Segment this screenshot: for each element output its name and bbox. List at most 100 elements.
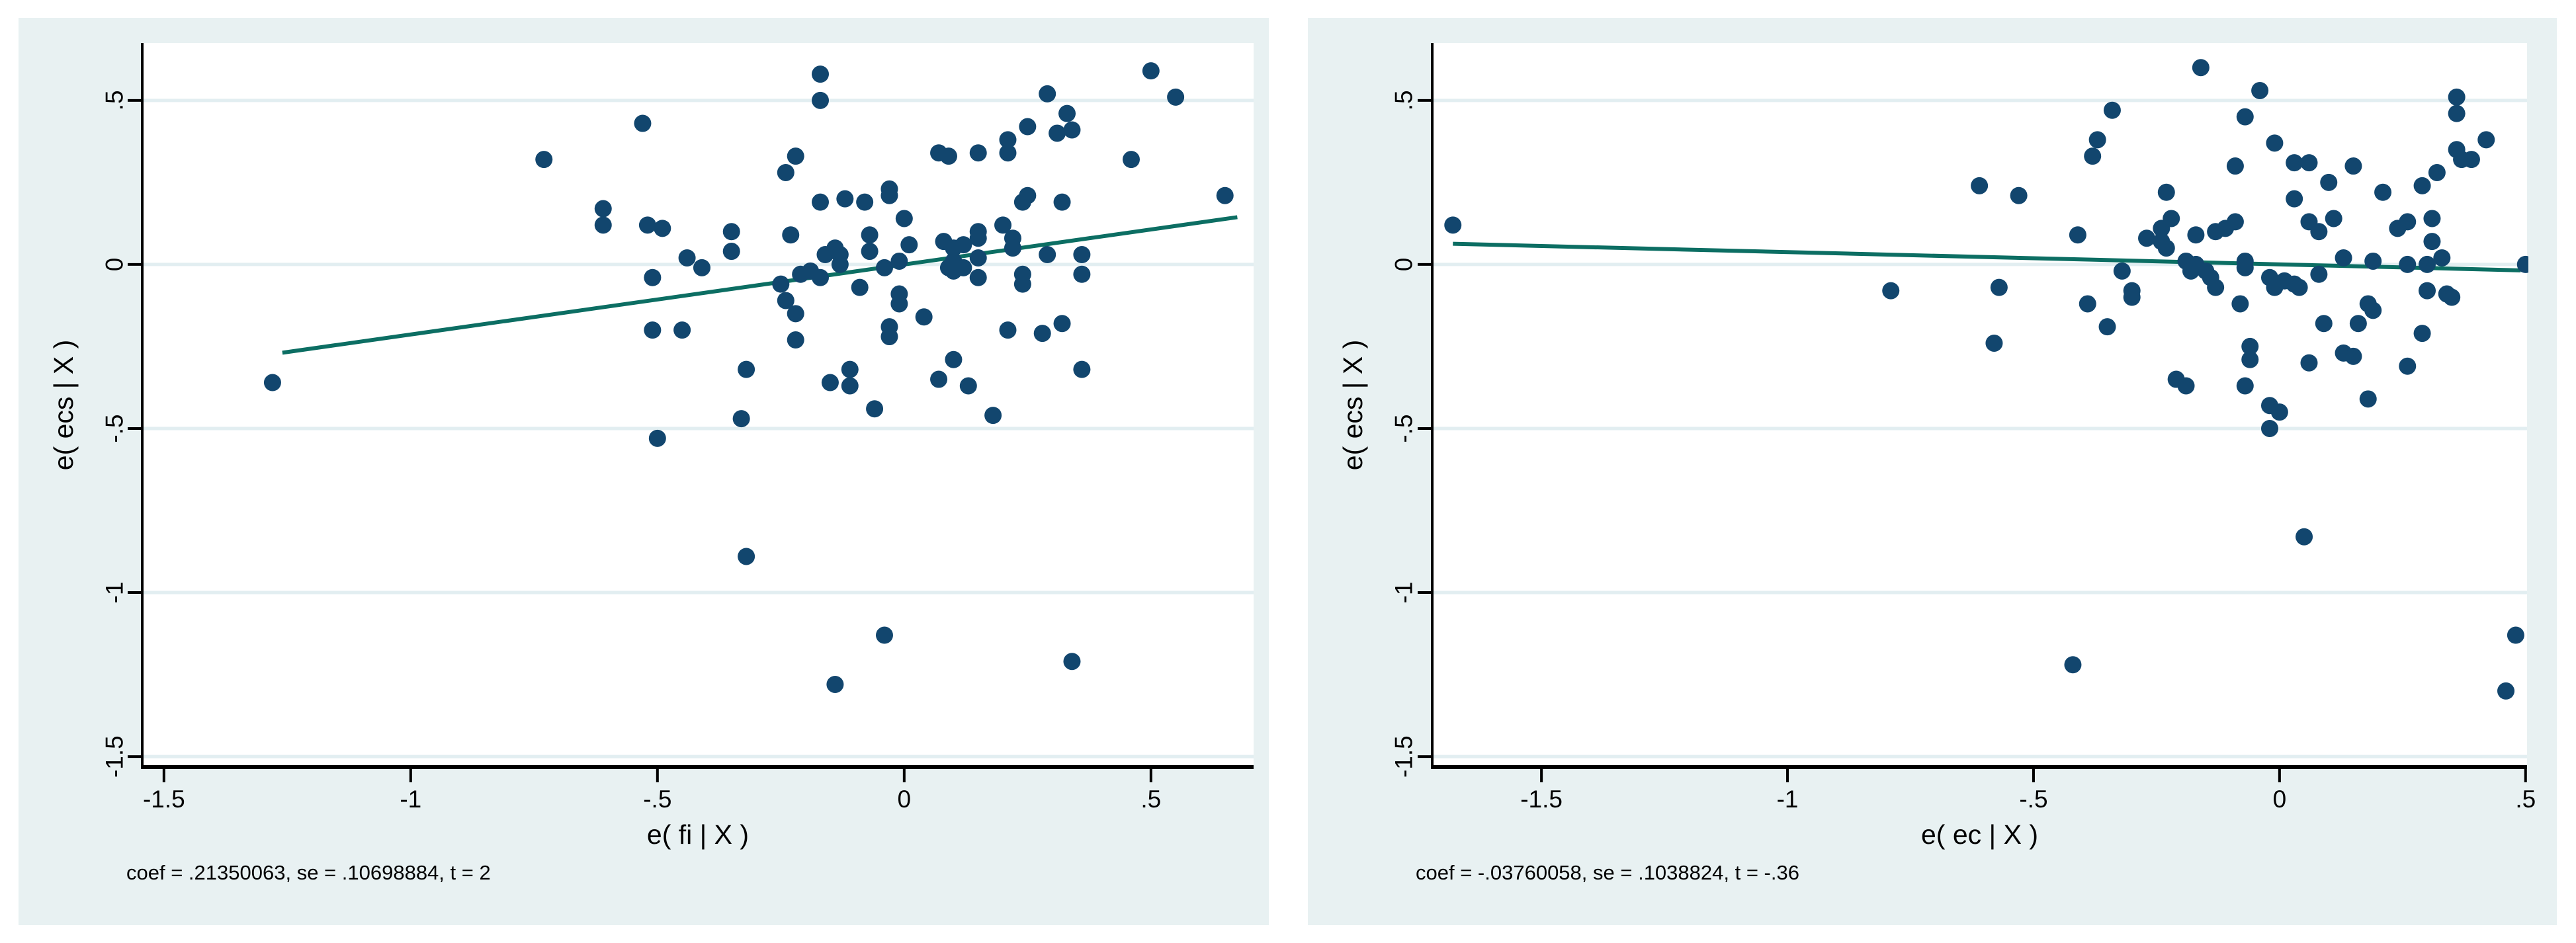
- x-tick-label: .5: [1140, 786, 1161, 813]
- scatter-point: [841, 360, 859, 378]
- scatter-point: [693, 259, 710, 276]
- scatter-point: [2138, 229, 2156, 247]
- y-tick-label: -1.5: [101, 735, 128, 778]
- scatter-point: [851, 278, 869, 296]
- scatter-point: [2310, 223, 2328, 241]
- scatter-point: [1985, 334, 2003, 352]
- scatter-point: [2010, 186, 2028, 204]
- scatter-point: [535, 151, 553, 169]
- scatter-point: [2443, 288, 2461, 306]
- scatter-point: [732, 410, 750, 428]
- scatter-point: [2359, 390, 2377, 408]
- plot-region: [1432, 43, 2527, 767]
- y-tick-label: -1.5: [1391, 735, 1418, 778]
- scatter-point: [812, 65, 830, 83]
- scatter-point: [777, 163, 794, 181]
- scatter-point: [1013, 275, 1031, 293]
- scatter-point: [2413, 325, 2431, 343]
- scatter-point: [812, 268, 830, 286]
- scatter-point: [673, 321, 691, 339]
- scatter-point: [2084, 147, 2102, 165]
- scatter-point: [2497, 682, 2515, 700]
- scatter-point: [2241, 350, 2259, 368]
- scatter-point: [2433, 249, 2451, 266]
- scatter-point: [841, 377, 859, 395]
- scatter-point: [984, 407, 1002, 425]
- scatter-point: [900, 236, 918, 254]
- scatter-point: [1073, 265, 1091, 283]
- scatter-point: [1216, 186, 1234, 204]
- scatter-point: [955, 236, 972, 254]
- scatter-points: [1444, 59, 2528, 700]
- scatter-point: [2516, 255, 2528, 273]
- scatter-point: [638, 216, 656, 234]
- scatter-point: [2088, 131, 2106, 149]
- scatter-point: [787, 147, 804, 165]
- scatter-point: [955, 259, 972, 276]
- scatter-point: [2163, 210, 2180, 227]
- scatter-point: [2286, 154, 2303, 172]
- y-axis-title: e( ecs | X ): [1338, 340, 1368, 470]
- scatter-point: [722, 223, 740, 241]
- y-tick-label: 0: [101, 258, 128, 272]
- scatter-point: [2296, 528, 2313, 546]
- scatter-point: [2448, 104, 2466, 122]
- scatter-point: [812, 193, 830, 211]
- scatter-point: [969, 249, 987, 266]
- scatter-point: [2477, 131, 2495, 149]
- scatter-points: [263, 62, 1234, 693]
- scatter-point: [880, 328, 898, 346]
- scatter-point: [939, 147, 957, 165]
- scatter-point: [831, 255, 849, 273]
- scatter-point: [738, 548, 755, 565]
- scatter-point: [1039, 85, 1056, 102]
- coef-note: coef = .21350063, se = .10698884, t = 2: [126, 861, 491, 884]
- scatter-point: [594, 200, 612, 218]
- y-tick-label: .5: [1391, 90, 1418, 110]
- scatter-point: [2399, 357, 2417, 375]
- scatter-point: [2236, 108, 2254, 126]
- scatter-point: [1058, 104, 1076, 122]
- y-tick-label: 0: [1391, 258, 1418, 272]
- scatter-point: [2226, 213, 2244, 231]
- scatter-point: [836, 190, 854, 208]
- scatter-point: [2300, 154, 2318, 172]
- scatter-point: [2364, 252, 2382, 270]
- y-tick-label: -.5: [1391, 414, 1418, 442]
- scatter-point: [2064, 656, 2082, 674]
- scatter-point: [594, 216, 612, 234]
- scatter-point: [772, 275, 790, 293]
- x-tick-label: -.5: [2019, 786, 2047, 813]
- avplot-svg-left: -1.5 -1 -.5 0 .5 .5 0 -.5 -1 -1.5 e( fi | X ) e( ec…: [48, 43, 1254, 884]
- scatter-point: [644, 268, 662, 286]
- scatter-point: [2349, 315, 2367, 333]
- scatter-point: [2419, 255, 2436, 273]
- scatter-point: [2098, 318, 2116, 336]
- scatter-point: [945, 350, 963, 368]
- scatter-point: [722, 243, 740, 261]
- x-axis-title: e( fi | X ): [647, 819, 749, 850]
- x-tick-label: -1: [400, 786, 421, 813]
- scatter-point: [2344, 347, 2362, 365]
- scatter-point: [2241, 337, 2259, 355]
- scatter-point: [2266, 134, 2284, 152]
- x-tick-label: -1: [1777, 786, 1799, 813]
- scatter-point: [1167, 88, 1185, 106]
- scatter-point: [678, 249, 696, 266]
- scatter-point: [2251, 81, 2269, 99]
- y-tick-label: -.5: [101, 414, 128, 442]
- scatter-point: [2423, 210, 2441, 227]
- scatter-point: [812, 91, 830, 109]
- scatter-point: [2187, 226, 2205, 244]
- scatter-point: [2079, 295, 2096, 313]
- x-axis-title: e( ec | X ): [1921, 819, 2038, 850]
- scatter-point: [2428, 163, 2446, 181]
- scatter-point: [2236, 377, 2254, 395]
- scatter-point: [263, 374, 281, 391]
- scatter-point: [875, 626, 893, 644]
- plot-region: [142, 43, 1254, 767]
- x-tick-label: 0: [2273, 786, 2287, 813]
- scatter-point: [880, 186, 898, 204]
- scatter-point: [1073, 360, 1091, 378]
